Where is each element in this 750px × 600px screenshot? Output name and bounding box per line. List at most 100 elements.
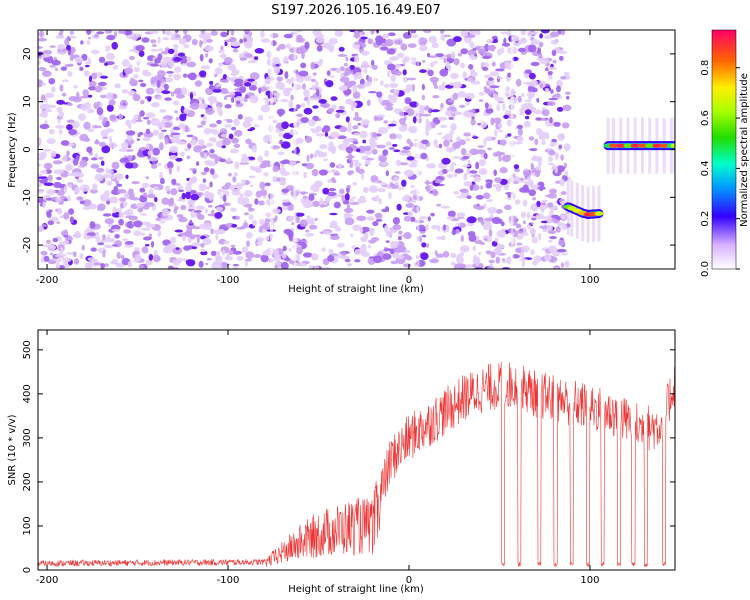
noise-blob — [431, 42, 439, 49]
noise-blob — [206, 142, 214, 147]
noise-blob — [193, 210, 202, 213]
noise-blob — [260, 30, 265, 38]
noise-blob — [448, 116, 454, 120]
noise-blob — [170, 188, 178, 196]
noise-blob — [527, 44, 537, 53]
noise-blob — [534, 138, 539, 146]
snr-x-label: Height of straight line (km) — [288, 584, 424, 595]
noise-blob — [312, 153, 318, 158]
noise-blob — [66, 124, 73, 131]
noise-blob — [42, 82, 46, 87]
noise-blob — [548, 74, 553, 80]
noise-blob — [186, 182, 193, 187]
noise-blob — [226, 157, 232, 163]
noise-blob — [208, 194, 214, 201]
noise-blob — [327, 108, 335, 113]
noise-blob — [526, 211, 531, 219]
noise-blob — [386, 105, 394, 111]
noise-blob — [245, 251, 255, 259]
noise-blob — [542, 109, 550, 117]
noise-blob — [81, 244, 85, 251]
noise-blob — [359, 227, 363, 234]
noise-blob — [158, 133, 164, 140]
noise-blob — [249, 184, 254, 188]
noise-blob — [460, 188, 469, 194]
noise-blob — [376, 91, 383, 98]
noise-blob — [171, 178, 177, 185]
noise-blob — [557, 221, 564, 227]
noise-blob — [305, 203, 314, 208]
noise-blob — [96, 167, 105, 173]
noise-blob — [148, 254, 154, 261]
noise-blob — [39, 123, 50, 130]
noise-blob — [421, 139, 429, 145]
noise-blob — [488, 229, 493, 237]
noise-blob — [147, 96, 152, 102]
noise-blob — [61, 92, 67, 97]
noise-blob — [410, 30, 417, 34]
snr-frame — [37, 329, 676, 571]
noise-blob — [278, 109, 283, 117]
noise-blob — [106, 180, 113, 186]
spectrogram-x-ticks: -200 -100 0 100 — [36, 30, 599, 286]
noise-blob — [406, 138, 411, 144]
noise-blob — [248, 175, 256, 179]
noise-blob — [134, 247, 140, 252]
noise-blob — [56, 190, 65, 196]
noise-blob — [177, 52, 186, 57]
track-point — [594, 211, 604, 216]
noise-blob — [384, 206, 390, 212]
noise-blob — [399, 111, 405, 117]
noise-blob — [220, 45, 224, 51]
noise-blob — [548, 239, 553, 243]
noise-blob — [116, 173, 124, 181]
noise-blob — [216, 119, 222, 125]
noise-blob — [348, 214, 354, 217]
noise-blob — [524, 109, 532, 115]
noise-blob — [168, 155, 178, 160]
noise-blob — [186, 155, 191, 160]
noise-blob — [38, 163, 42, 167]
noise-blob — [175, 117, 179, 121]
noise-blob — [432, 79, 438, 87]
snr-x-ticks: -200 -100 0 100 — [36, 330, 599, 586]
noise-blob — [288, 100, 294, 109]
noise-blob — [355, 148, 361, 153]
noise-blob — [304, 200, 309, 204]
noise-blob — [83, 235, 93, 240]
noise-blob — [183, 108, 190, 114]
noise-blob — [532, 197, 536, 201]
noise-blob — [338, 105, 345, 110]
noise-blob — [488, 259, 495, 264]
noise-blob — [259, 181, 266, 190]
noise-blob — [93, 102, 100, 110]
noise-blob — [466, 195, 472, 200]
noise-blob — [244, 212, 249, 216]
noise-blob — [115, 208, 122, 213]
noise-blob — [172, 247, 183, 255]
noise-blob — [481, 55, 492, 60]
noise-blob — [542, 228, 548, 233]
noise-blob — [321, 128, 326, 133]
noise-blob — [121, 30, 126, 35]
noise-blob — [484, 74, 492, 79]
noise-blob — [133, 220, 143, 228]
noise-blob — [130, 32, 139, 41]
noise-blob — [547, 162, 555, 166]
noise-blob — [394, 70, 402, 76]
noise-blob — [140, 227, 151, 231]
noise-blob — [201, 171, 207, 176]
noise-blob — [326, 70, 331, 76]
noise-blob — [223, 137, 229, 144]
noise-blob — [271, 56, 280, 65]
noise-blob — [233, 172, 238, 177]
colorbar-label: Normalized spectral amplitude — [739, 73, 750, 227]
noise-blob — [504, 60, 511, 68]
noise-blob — [147, 193, 156, 199]
noise-blob — [152, 160, 157, 165]
noise-blob — [209, 81, 214, 85]
noise-blob — [302, 83, 306, 90]
noise-blob — [351, 159, 360, 163]
noise-blob — [540, 30, 550, 34]
noise-blob — [450, 72, 459, 80]
